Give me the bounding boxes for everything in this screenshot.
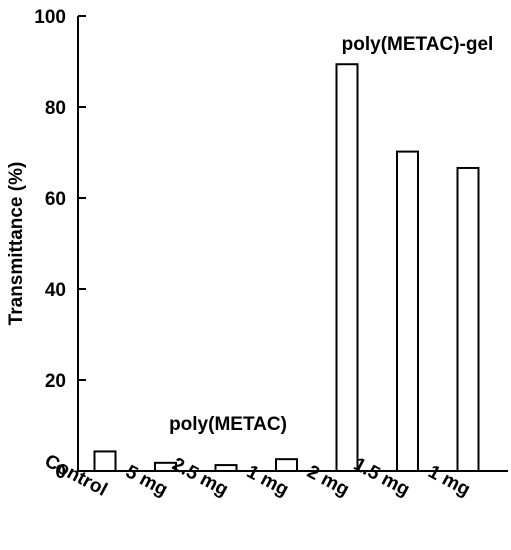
y-tick-label: 80 xyxy=(45,98,66,119)
bar xyxy=(154,461,177,472)
annotation-poly-metac-gel: poly(METAC)-gel xyxy=(342,34,494,55)
bar xyxy=(456,166,480,472)
bar xyxy=(275,458,298,473)
y-tick-label: 20 xyxy=(45,371,66,392)
y-tick-label: 40 xyxy=(45,280,66,301)
bar xyxy=(335,63,359,472)
bar xyxy=(93,450,117,472)
y-axis-title: Transmittance (%) xyxy=(6,162,27,326)
y-tick-label: 100 xyxy=(34,7,66,28)
bars xyxy=(93,63,480,473)
y-ticks: 0 20 40 60 80 100 xyxy=(34,7,86,483)
x-tick-label: 2.5 mg xyxy=(168,454,231,501)
bar xyxy=(214,464,238,472)
y-tick-label: 0 xyxy=(55,462,66,483)
bar xyxy=(396,150,419,472)
y-tick-label: 60 xyxy=(45,189,66,210)
annotation-poly-metac: poly(METAC) xyxy=(169,414,287,435)
